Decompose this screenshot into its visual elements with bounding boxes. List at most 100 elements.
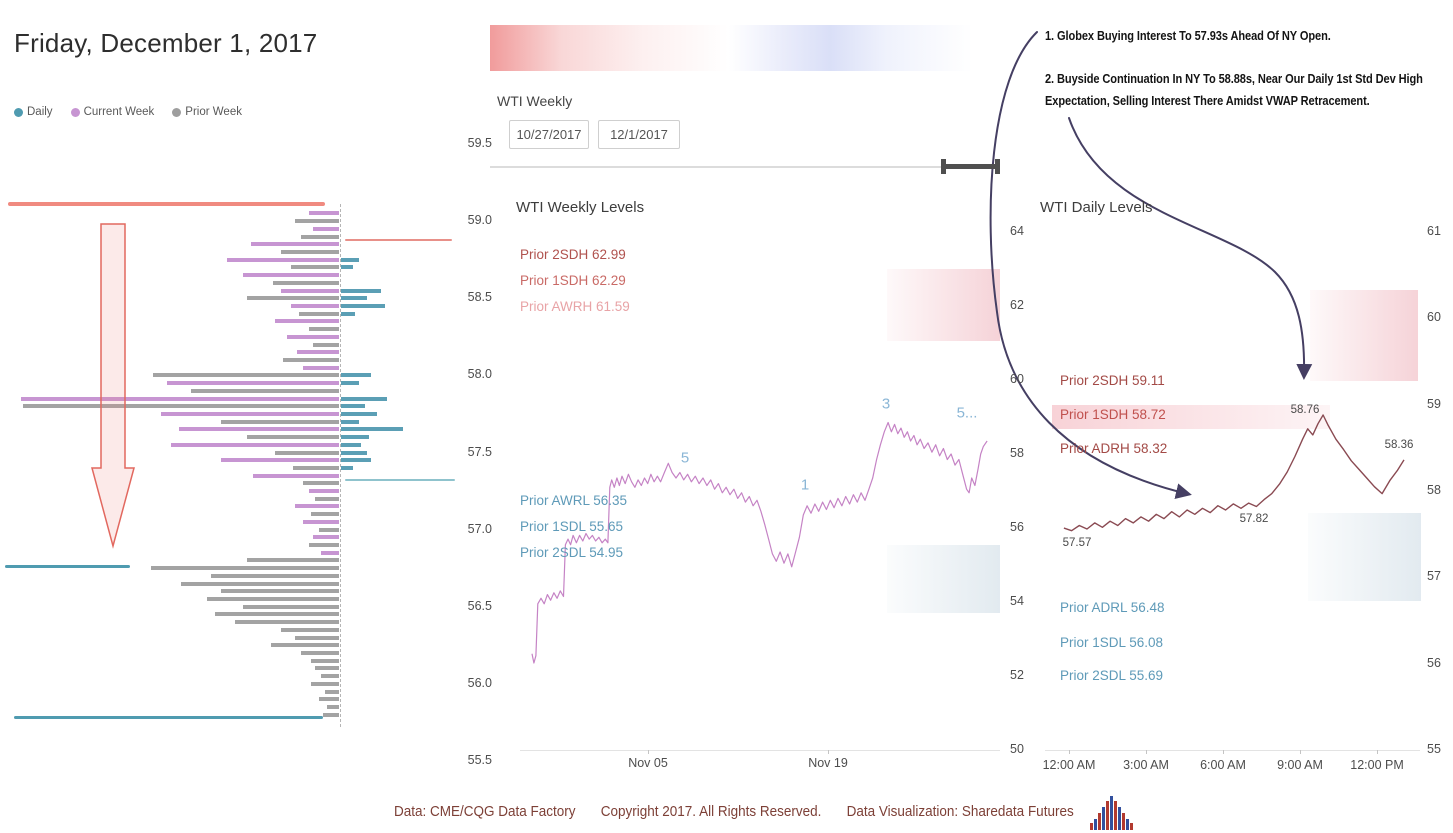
prior-week-volume-bar [221,420,339,424]
slider-left-handle[interactable] [941,159,946,174]
wave-label: 5 [680,449,690,467]
logo-bar [1110,796,1113,830]
profile-axis-label: 56.5 [467,599,492,613]
buy-interest-line [5,565,130,568]
daily-axis-label: 61 [1427,224,1441,238]
current-week-volume-bar [21,397,339,401]
prior-week-volume-bar [313,343,339,347]
daily-volume-bar [341,435,369,439]
prior-week-volume-bar [283,358,339,362]
weekly-axis-label: 62 [1010,298,1024,312]
prior-week-volume-bar [315,497,339,501]
profile-axis-label: 58.0 [467,367,492,381]
logo-bar [1090,823,1093,830]
page-title: Friday, December 1, 2017 [14,28,318,58]
daily-volume-bar [341,304,385,308]
price-data-label: 58.76 [1290,404,1320,416]
current-week-volume-bar [313,227,339,231]
weekly-gray-zone [887,545,1000,613]
wave-label: 5... [956,404,978,422]
daily-axis-label: 58 [1427,483,1441,497]
prior-week-volume-bar [293,466,339,470]
current-week-volume-bar [251,242,339,246]
prior-week-volume-bar [247,296,339,300]
date-range-slider-selection[interactable] [945,164,997,169]
weekly-x-tickmark [828,750,829,754]
sharedata-logo [1090,792,1133,830]
legend-item-daily: Daily [14,106,53,118]
prior-week-volume-bar [295,636,339,640]
daily-volume-bar [341,466,353,470]
weekly-axis-label: 60 [1010,372,1024,386]
price-data-label: 58.36 [1384,439,1414,451]
prior-week-volume-bar [309,543,339,547]
legend-label-daily: Daily [27,106,53,118]
daily-volume-bar [341,312,355,316]
date-from-input[interactable] [509,120,589,149]
daily-x-tickmark [1300,750,1301,754]
prior-week-volume-bar [315,666,339,670]
daily-x-label: 9:00 AM [1277,758,1323,772]
daily-volume-bar [341,427,403,431]
daily-legend-dot [14,107,23,117]
current-week-volume-bar [295,504,339,508]
daily-volume-bar [341,258,359,262]
legend-label-prior-week: Prior Week [185,106,242,118]
daily-x-tickmark [1069,750,1070,754]
current-week-volume-bar [161,412,339,416]
daily-level-prior-adrl: Prior ADRL 56.48 [1060,600,1165,615]
current-week-volume-bar [167,381,339,385]
daily-volume-bar [341,381,359,385]
weekly-level-prior-awrh: Prior AWRH 61.59 [520,299,630,314]
logo-bar [1114,801,1117,830]
prior-week-volume-bar [327,705,339,709]
prior-week-volume-bar [221,589,339,593]
profile-axis-label: 55.5 [467,753,492,767]
daily-x-tickmark [1377,750,1378,754]
current-week-volume-bar [309,211,339,215]
slider-right-handle[interactable] [995,159,1000,174]
prior-week-volume-bar [215,612,339,616]
weekly-axis-label: 64 [1010,224,1024,238]
prior-week-volume-bar [295,219,339,223]
prior-week-volume-bar [325,690,339,694]
prior-week-legend-dot [172,107,182,117]
weekly-price-line [531,421,988,664]
weekly-x-label: Nov 19 [808,756,848,770]
current-week-volume-bar [321,551,339,555]
profile-axis-label: 57.5 [467,445,492,459]
prior-week-volume-bar [311,512,339,516]
prior-week-volume-bar [301,651,339,655]
prior-week-volume-bar [247,558,339,562]
prior-week-volume-bar [207,597,339,601]
annotation-arrow-2 [1068,117,1313,380]
price-data-label: 57.82 [1239,513,1269,525]
footer: Data: CME/CQG Data Factory Copyright 201… [394,803,1074,820]
daily-level-prior-1sdh: Prior 1SDH 58.72 [1060,407,1166,422]
prior-week-volume-bar [323,713,339,717]
daily-axis-label: 57 [1427,569,1441,583]
logo-bar [1118,807,1121,830]
wave-label: 3 [881,395,891,413]
prior-week-volume-bar [181,582,339,586]
current-week-volume-bar [243,273,339,277]
profile-axis-label: 56.0 [467,676,492,690]
prior-week-volume-bar [299,312,339,316]
daily-volume-bar [341,412,377,416]
legend: Daily Current Week Prior Week [14,106,242,118]
current-week-volume-bar [297,350,339,354]
sentiment-gradient-banner [490,25,998,71]
logo-bar [1122,813,1125,830]
daily-x-tickmark [1223,750,1224,754]
prior-week-volume-bar [319,697,339,701]
prior-week-volume-bar [247,435,339,439]
weekly-axis-label: 50 [1010,742,1024,756]
daily-x-axis [1045,750,1420,751]
current-week-volume-bar [287,335,339,339]
weekly-axis-label: 56 [1010,520,1024,534]
logo-bar [1098,813,1101,830]
date-to-input[interactable] [598,120,680,149]
date-range-slider-track[interactable] [490,166,1000,168]
prior-week-volume-bar [319,528,339,532]
